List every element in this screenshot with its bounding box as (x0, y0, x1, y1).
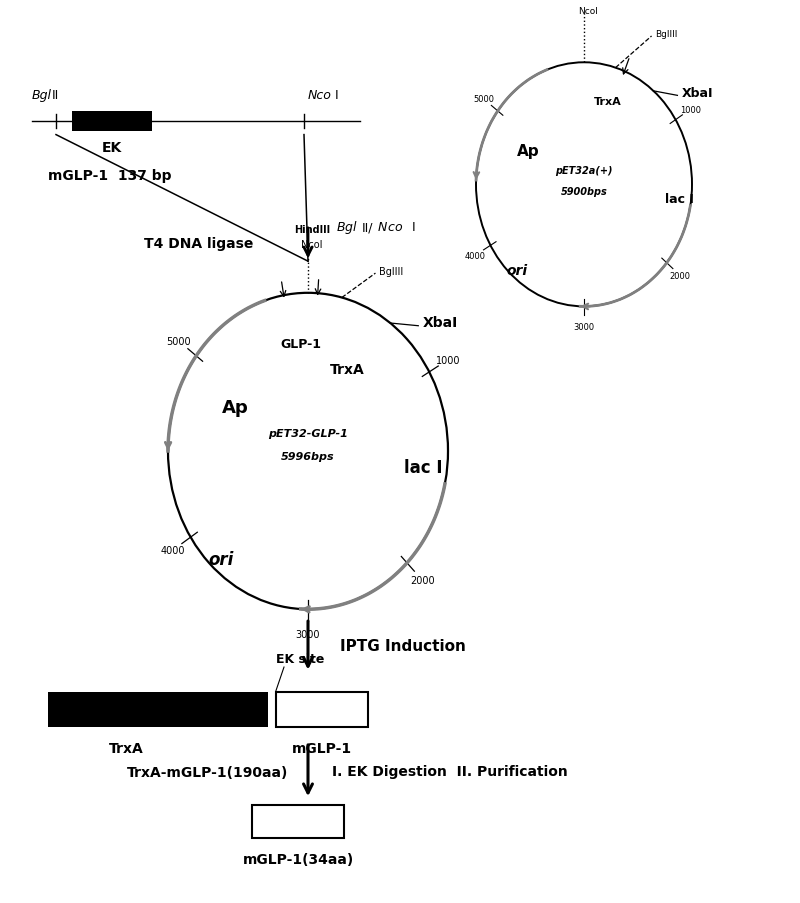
Text: TrxA-mGLP-1(190aa): TrxA-mGLP-1(190aa) (127, 765, 289, 778)
Text: 2000: 2000 (670, 272, 690, 281)
Text: EK: EK (102, 141, 122, 154)
Text: NcoI: NcoI (302, 239, 322, 249)
Text: 5000: 5000 (166, 337, 191, 347)
Text: 2000: 2000 (410, 575, 434, 585)
Text: GLP-1: GLP-1 (281, 338, 322, 350)
Text: NcoI: NcoI (578, 7, 598, 16)
Text: ori: ori (209, 550, 234, 568)
Text: II/: II/ (362, 221, 373, 234)
Text: TrxA: TrxA (330, 362, 365, 377)
Text: 5000: 5000 (473, 96, 494, 104)
Text: XbaI: XbaI (682, 87, 713, 100)
Bar (252, 805, 344, 838)
Text: lac I: lac I (403, 459, 442, 476)
Text: 3000: 3000 (574, 322, 594, 331)
Text: 5996bps: 5996bps (281, 452, 335, 462)
Text: TrxA: TrxA (109, 741, 143, 755)
Bar (276, 693, 368, 727)
Text: IPTG Induction: IPTG Induction (340, 638, 466, 653)
Text: $Bgl$: $Bgl$ (336, 219, 358, 236)
Text: 1000: 1000 (680, 106, 701, 115)
Text: BglIII: BglIII (655, 30, 678, 39)
Text: II: II (52, 89, 59, 102)
Bar (72, 112, 152, 132)
Text: $Nco$: $Nco$ (374, 221, 404, 234)
Text: mGLP-1: mGLP-1 (292, 741, 352, 755)
Text: 1000: 1000 (436, 355, 460, 366)
Text: I: I (334, 89, 338, 102)
Text: pET32a(+): pET32a(+) (555, 165, 613, 176)
Text: BglIII: BglIII (379, 267, 404, 277)
Text: 3000: 3000 (296, 628, 320, 639)
Text: pET32-GLP-1: pET32-GLP-1 (268, 428, 348, 439)
Text: I. EK Digestion  II. Purification: I. EK Digestion II. Purification (332, 764, 568, 777)
Text: TrxA: TrxA (594, 98, 622, 107)
Text: lac I: lac I (665, 193, 694, 206)
Text: Bgl: Bgl (32, 89, 52, 102)
Text: Ap: Ap (222, 398, 249, 416)
Text: ori: ori (506, 264, 528, 277)
Text: XbaI: XbaI (422, 316, 458, 330)
Text: mGLP-1(34aa): mGLP-1(34aa) (242, 852, 354, 866)
Text: mGLP-1  137 bp: mGLP-1 137 bp (48, 169, 171, 182)
Text: EK site: EK site (276, 653, 324, 666)
Text: 4000: 4000 (160, 545, 185, 556)
Text: 5900bps: 5900bps (561, 186, 607, 197)
Text: T4 DNA ligase: T4 DNA ligase (144, 237, 254, 251)
Text: Ap: Ap (517, 144, 539, 158)
Bar (48, 693, 268, 727)
Text: HindIII: HindIII (294, 225, 330, 235)
Text: Nco: Nco (308, 89, 332, 102)
Text: I: I (412, 221, 416, 234)
Text: 4000: 4000 (465, 252, 486, 260)
Text: HindIII: HindIII (571, 0, 605, 2)
